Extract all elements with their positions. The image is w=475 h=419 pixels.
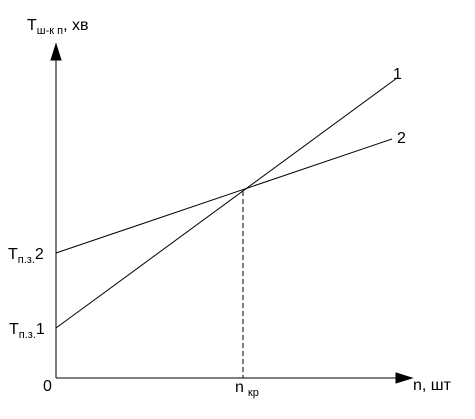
label-sub: ш-к п [37, 25, 63, 37]
line-label: 1 [393, 66, 402, 83]
y-arrow [50, 42, 62, 61]
origin-label: 0 [43, 378, 52, 395]
line-1 [55, 77, 398, 329]
intercept-label: Tп.з.1 [9, 321, 45, 341]
label-main: T [27, 17, 37, 34]
intercept-label: Tп.з.2 [8, 246, 44, 266]
label-sub: п.з. [19, 329, 36, 341]
label-main: n [235, 379, 244, 396]
line-2 [55, 138, 393, 254]
label-suffix: 1 [36, 321, 45, 338]
line-label: 2 [397, 130, 406, 147]
y-axis-label: Tш-к п, хв [27, 17, 89, 37]
x-axis-label: n, шт [413, 377, 452, 394]
label-sub: кр [248, 387, 259, 399]
label-sub: п.з. [18, 254, 35, 266]
critical-label: n кр [235, 379, 259, 399]
label-main: T [9, 321, 19, 338]
x-arrow [395, 372, 414, 384]
label-suffix: 2 [35, 246, 44, 263]
label-main: T [8, 246, 18, 263]
label-suffix: , хв [63, 17, 88, 34]
